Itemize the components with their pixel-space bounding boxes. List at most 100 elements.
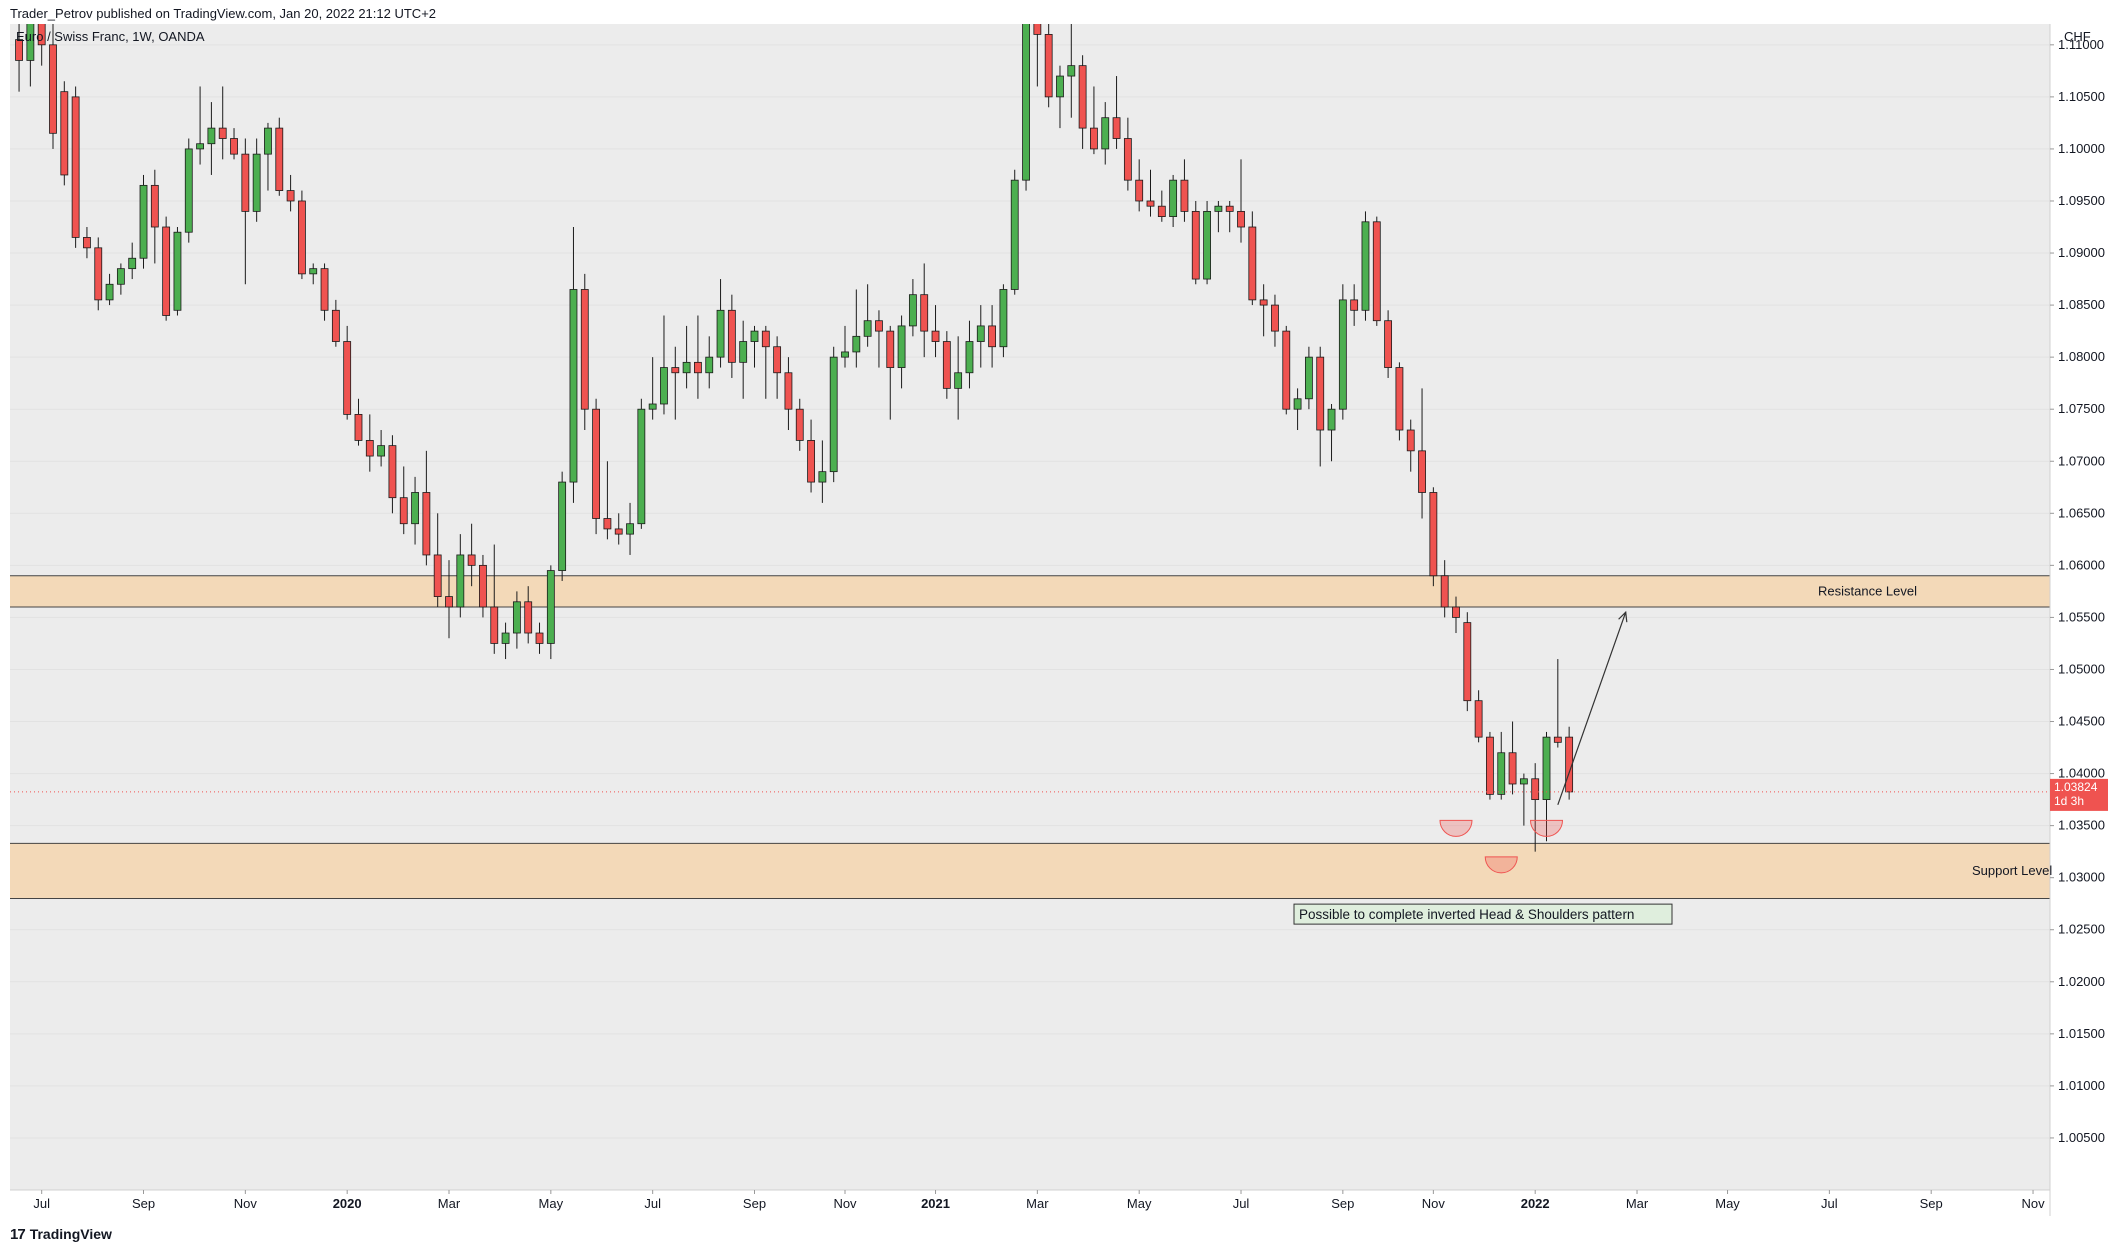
y-tick-label: 1.06500 [2058,505,2105,520]
candle [908,279,917,337]
candle [83,227,91,259]
candle-body [1542,736,1551,800]
y-tick-label: 1.11000 [2058,37,2104,52]
support-label-group: Support Level [1972,863,2052,878]
candle-body [1338,299,1347,410]
resistance-label: Resistance Level [1818,583,1917,598]
candle [1452,596,1460,634]
y-tick-label: 1.10500 [2058,89,2105,104]
candle-body [535,632,544,644]
candle [965,320,974,389]
candle-body [399,497,408,525]
candle-body [286,190,295,202]
candle-body [173,231,182,311]
candle-body [196,143,204,150]
candle [139,174,148,269]
y-tick-label: 1.02000 [2058,974,2105,989]
candle-body [1248,226,1257,301]
candle [230,128,238,160]
candle [1316,346,1325,467]
candle-body [1508,752,1517,785]
candle [456,534,465,618]
candle [1022,24,1030,191]
candle-body [931,330,940,342]
candle-body [252,153,261,212]
x-tick-label: Mar [438,1196,461,1211]
candle [535,622,544,654]
annotation-marks [10,610,2050,874]
candle [875,310,883,368]
candle-body [320,268,329,311]
candle [784,357,793,431]
candle [1565,726,1574,800]
candle-body [1044,34,1053,98]
y-tick-label: 1.08500 [2058,297,2105,312]
candle [1508,721,1517,795]
candle-body [739,341,748,363]
candle [1033,24,1042,87]
candle [988,305,997,368]
candle-body [1191,210,1200,280]
time-axis[interactable]: Jul Sep Nov 2020 Mar May Jul Sep Nov 2021 Mar May Ju… [33,1190,2045,1211]
x-tick-label: Mar [1626,1196,1649,1211]
candle-body [1531,778,1540,800]
candle [1191,200,1200,285]
candle [343,325,352,420]
candle-body [1395,367,1404,431]
candle-body [26,24,35,61]
candle [569,227,578,503]
candle-body [784,372,793,410]
candle [954,336,963,420]
candle [976,305,985,368]
x-tick-label: Sep [1331,1196,1354,1211]
candle-body [1486,736,1494,795]
candle-body [727,309,736,363]
pattern-note[interactable]: Possible to complete inverted Head & Sho… [1293,903,1673,925]
candle-body [343,341,352,415]
candle [207,102,216,175]
candle-body [875,320,883,332]
footer-brand[interactable]: 17 TradingView [10,1224,112,1244]
candle-body [94,247,103,301]
candle-body [637,408,646,525]
candle [1146,169,1155,217]
candle [150,169,159,264]
candle-body [1135,179,1144,202]
candle-body [218,127,227,139]
projection-arrow-line [1557,612,1627,806]
candle [1214,200,1223,233]
price-chart[interactable]: 1.00500 1.01000 1.01500 1.02000 1.02500 1.030… [10,24,2108,1216]
candle-body [1056,75,1064,98]
candle [1474,690,1483,743]
candle [1225,200,1234,233]
candle-body [773,346,782,374]
candle [37,24,46,66]
candle-body [863,320,872,337]
candle-body [37,24,46,46]
candle [592,398,600,535]
candle-body [1372,221,1381,322]
price-axis[interactable]: 1.00500 1.01000 1.01500 1.02000 1.02500 1.030… [2050,37,2105,1145]
candle [999,284,1008,358]
publisher-line: Trader_Petrov published on TradingView.c… [10,6,437,21]
candle-body [1519,778,1528,785]
candle [807,419,815,493]
candle [773,336,782,399]
candle-body [1418,450,1426,493]
candle [1293,388,1302,431]
pattern-note-text: Possible to complete inverted Head & Sho… [1299,907,1634,922]
candle [479,554,487,618]
candle-body [445,596,453,608]
candle-body [1440,575,1449,608]
candle [501,622,510,660]
candle [942,331,951,399]
chart-svg[interactable]: 1.00500 1.01000 1.01500 1.02000 1.02500 1.030… [10,24,2108,1216]
x-tick-label: May [1715,1196,1740,1211]
candle [286,174,295,212]
candle [682,325,691,389]
level-zones [10,575,2050,899]
candle-body [886,330,895,368]
candle-body [750,330,759,342]
candle-body [1146,200,1155,207]
candle [671,346,680,420]
